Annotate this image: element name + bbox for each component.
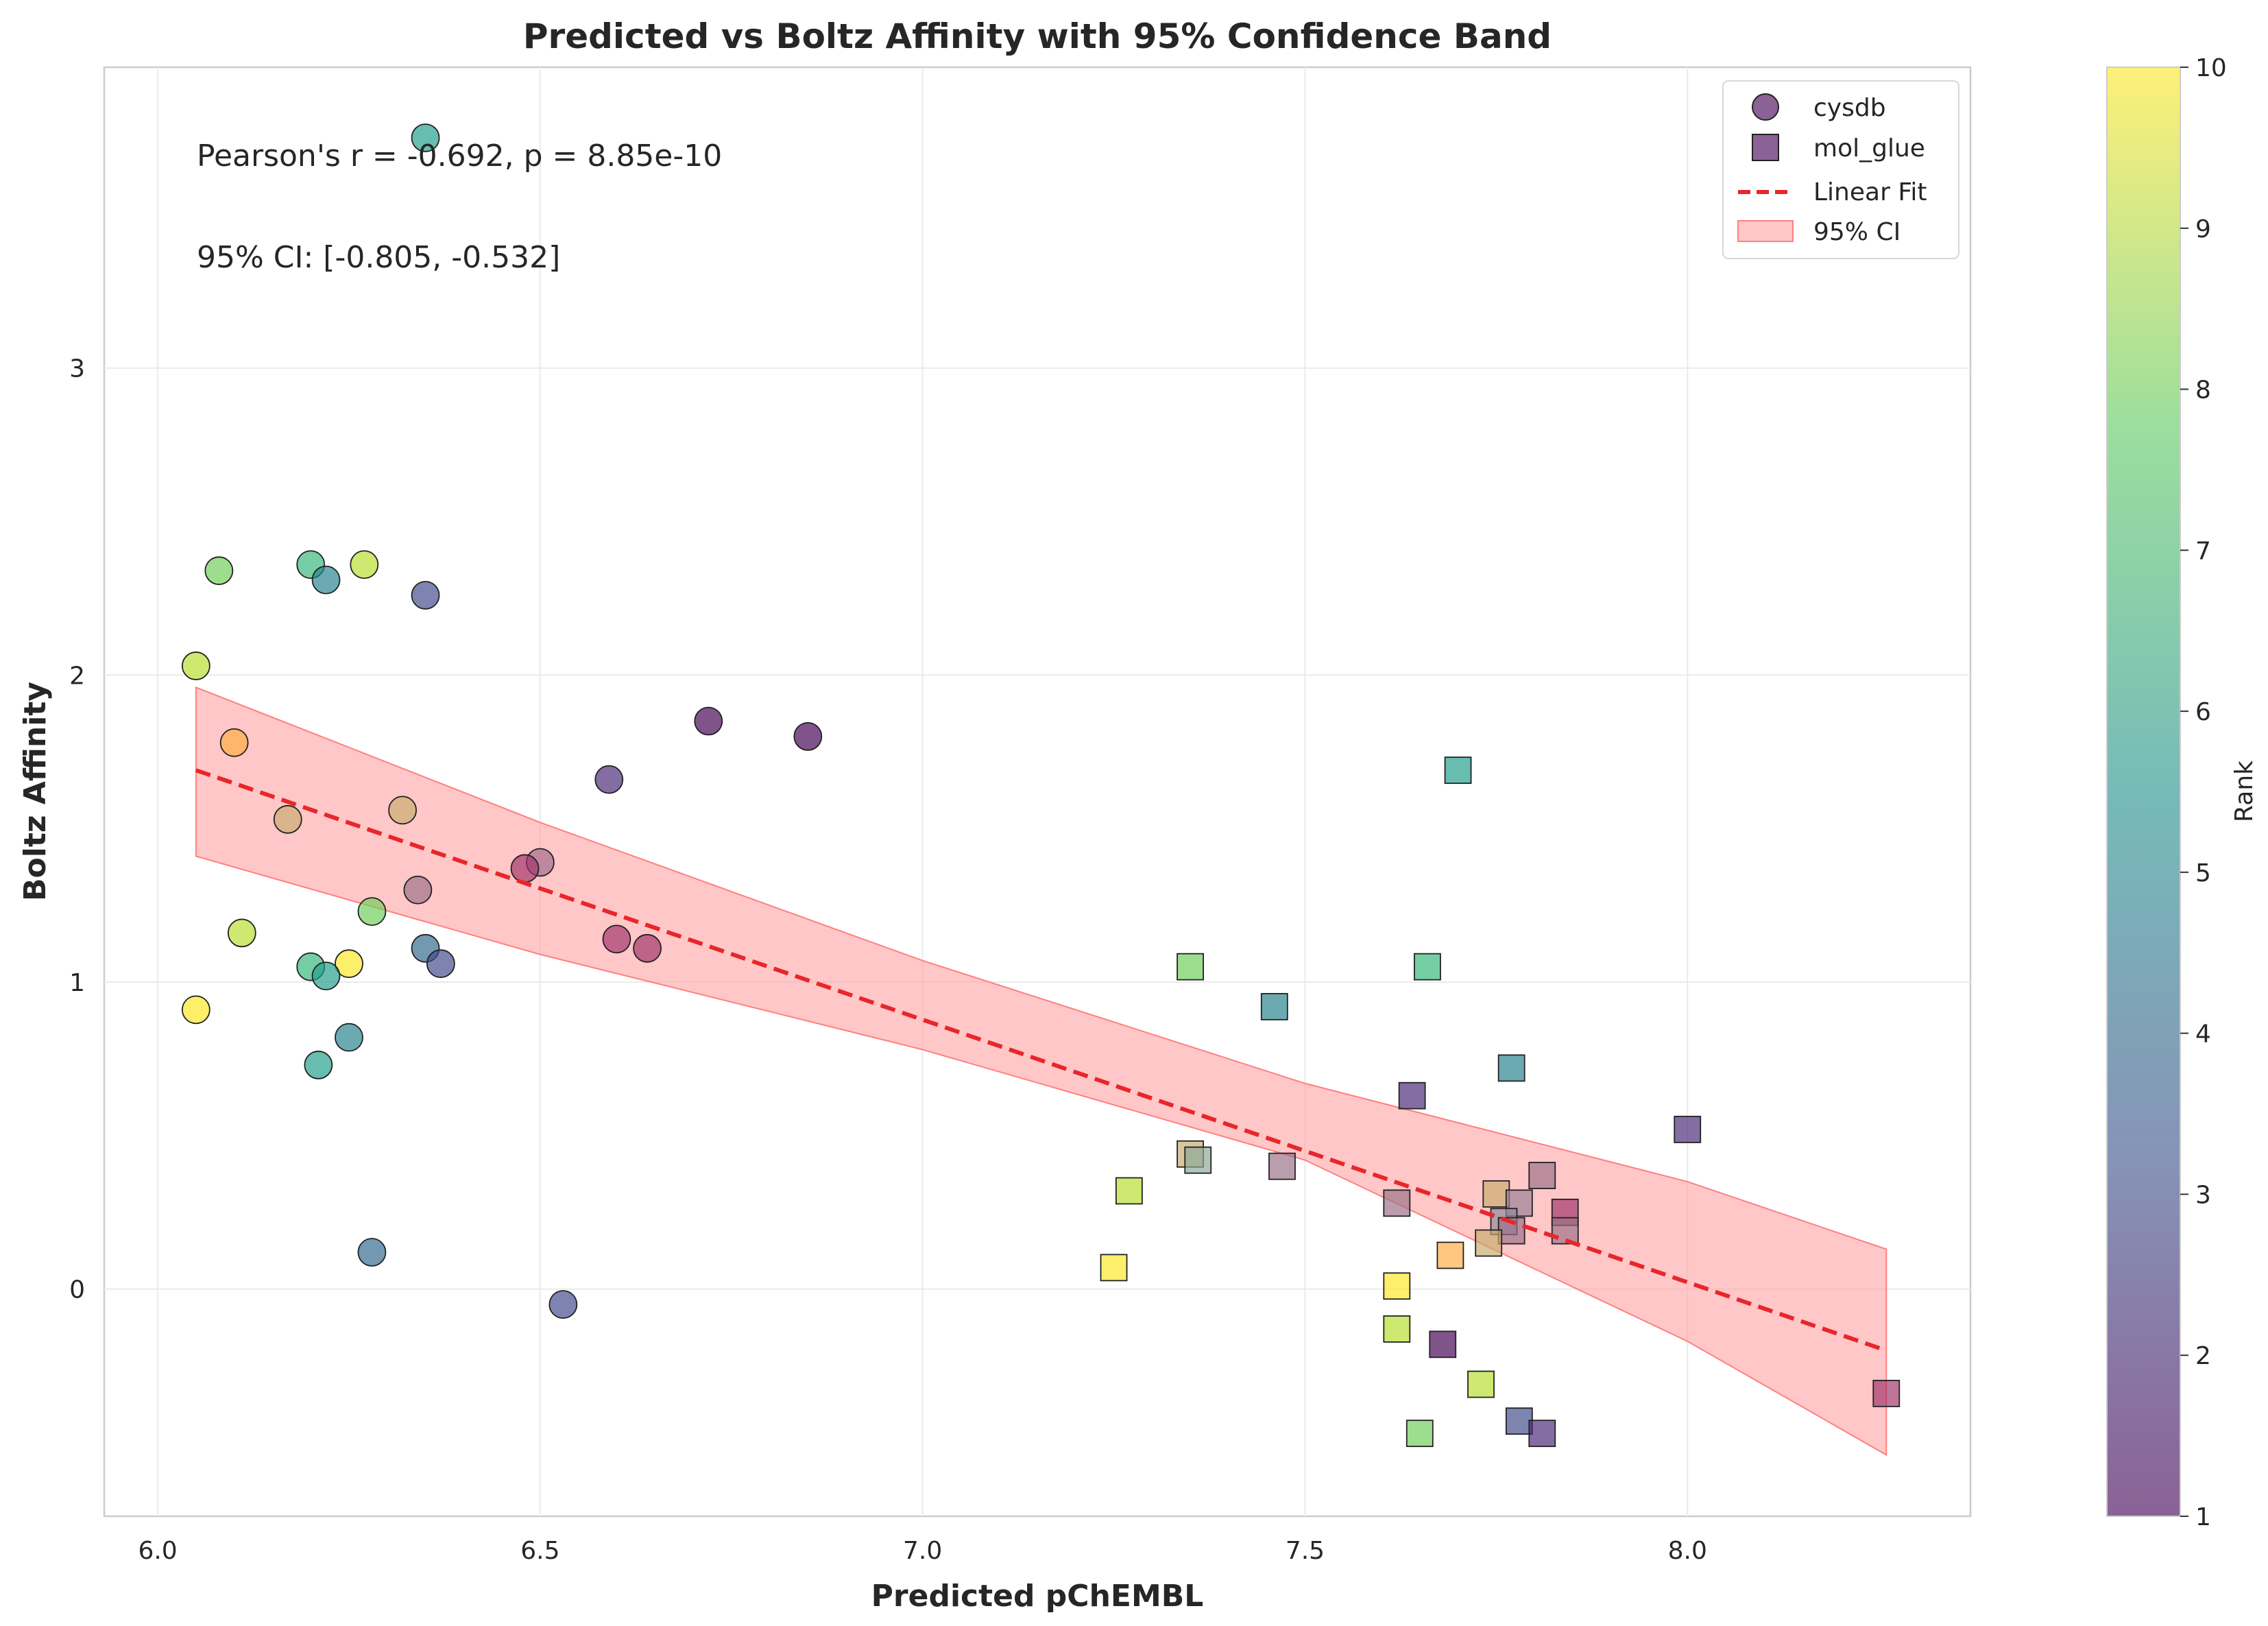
- mol-glue-point: [1268, 1152, 1296, 1180]
- legend-label-ci: 95% CI: [1813, 218, 1901, 246]
- mol-glue-point: [1551, 1217, 1579, 1245]
- cysdb-point: [548, 1290, 578, 1319]
- cysdb-point: [357, 897, 387, 926]
- colorbar-tick-label: 5: [2195, 859, 2211, 887]
- x-tick-label: 6.5: [520, 1537, 559, 1565]
- cysdb-point: [335, 949, 363, 979]
- axes: 6.0 6.5 7.0 7.5 8.0 0 1 2 3: [69, 355, 1707, 1565]
- cysdb-point: [602, 924, 631, 954]
- legend-label-linear-fit: Linear Fit: [1813, 178, 1927, 206]
- cysdb-point: [793, 722, 823, 751]
- cysdb-point: [304, 1051, 333, 1079]
- chart-title: Predicted vs Boltz Affinity with 95% Con…: [523, 16, 1552, 56]
- colorbar-tick-label: 10: [2195, 54, 2227, 82]
- cysdb-point: [594, 765, 624, 794]
- colorbar-tick-label: 6: [2195, 698, 2211, 726]
- mol-glue-point: [1383, 1189, 1411, 1217]
- confidence-band: [195, 686, 1887, 1457]
- mol-glue-point: [1184, 1146, 1212, 1174]
- colorbar-ticks: 1 2 3 4 5 6 7 8 9 10: [2180, 54, 2227, 1531]
- cysdb-point: [694, 706, 723, 736]
- ci-band: [195, 686, 1887, 1457]
- y-axis-label: Boltz Affinity: [18, 682, 53, 901]
- cysdb-point: [227, 918, 256, 948]
- mol-glue-point: [1429, 1330, 1457, 1359]
- colorbar-tick-label: 1: [2195, 1503, 2211, 1531]
- cysdb-point: [357, 1238, 387, 1267]
- cysdb-point: [633, 933, 662, 963]
- cysdb-point: [411, 123, 440, 152]
- colorbar-tick-label: 7: [2195, 537, 2211, 565]
- cysdb-point: [411, 581, 440, 610]
- y-tick-label: 3: [69, 355, 85, 383]
- legend-label-cysdb: cysdb: [1813, 94, 1886, 122]
- mol-glue-point: [1398, 1081, 1426, 1110]
- data-points: [181, 123, 1901, 1448]
- colorbar-gradient: [2106, 67, 2181, 1517]
- cysdb-point: [311, 961, 341, 991]
- mol-glue-point: [1115, 1177, 1143, 1205]
- mol-glue-point: [1100, 1254, 1128, 1282]
- mol-glue-point: [1482, 1180, 1510, 1208]
- mol-glue-point: [1383, 1272, 1411, 1300]
- mol-glue-point: [1674, 1116, 1702, 1143]
- mol-glue-point: [1467, 1370, 1495, 1398]
- mol-glue-point: [1528, 1420, 1556, 1448]
- colorbar-tick-label: 9: [2195, 215, 2211, 243]
- legend: cysdb mol_glue Linear Fit 95% CI: [1722, 80, 1959, 259]
- mol-glue-point: [1497, 1054, 1525, 1082]
- legend-marker-ci: [1737, 220, 1794, 242]
- mol-glue-point: [1260, 992, 1288, 1020]
- x-tick-label: 7.5: [1286, 1537, 1325, 1565]
- cysdb-point: [510, 854, 540, 883]
- cysdb-point: [350, 550, 379, 579]
- cysdb-point: [204, 556, 234, 586]
- colorbar-label: Rank: [2230, 761, 2258, 822]
- mol-glue-point: [1177, 953, 1205, 981]
- mol-glue-point: [1528, 1162, 1556, 1189]
- cysdb-point: [426, 949, 455, 979]
- mol-glue-point: [1406, 1420, 1434, 1448]
- mol-glue-point: [1444, 756, 1472, 785]
- fit-line: [195, 768, 1887, 1353]
- x-tick-label: 7.0: [903, 1537, 942, 1565]
- legend-label-mol-glue: mol_glue: [1813, 134, 1925, 163]
- colorbar: 1 2 3 4 5 6 7 8 9 10 Rank: [2106, 54, 2258, 1531]
- fit-line-layer: [195, 768, 1887, 1353]
- y-tick-label: 0: [69, 1276, 85, 1304]
- legend-marker-mol-glue: [1752, 134, 1779, 161]
- x-tick-label: 6.0: [138, 1537, 177, 1565]
- cysdb-point: [388, 796, 417, 825]
- colorbar-tick-label: 2: [2195, 1342, 2211, 1370]
- cysdb-point: [181, 995, 210, 1025]
- x-axis-label: Predicted pChEMBL: [871, 1579, 1204, 1614]
- x-tick-label: 8.0: [1668, 1537, 1707, 1565]
- legend-marker-cysdb: [1752, 93, 1779, 121]
- annotation-ci: 95% CI: [-0.805, -0.532]: [197, 240, 560, 275]
- annotation-pearson: Pearson's r = -0.692, p = 8.85e-10: [197, 139, 722, 174]
- colorbar-tick-label: 8: [2195, 376, 2211, 405]
- y-tick-label: 2: [69, 662, 85, 690]
- mol-glue-point: [1414, 953, 1441, 981]
- mol-glue-point: [1475, 1229, 1503, 1257]
- legend-box: [1722, 80, 1959, 259]
- cysdb-point: [273, 804, 302, 834]
- cysdb-point: [181, 651, 210, 680]
- cysdb-point: [403, 875, 433, 905]
- cysdb-point: [311, 565, 341, 595]
- y-tick-label: 1: [69, 969, 85, 997]
- colorbar-tick-label: 3: [2195, 1181, 2211, 1209]
- mol-glue-point: [1505, 1407, 1533, 1435]
- mol-glue-point: [1383, 1315, 1411, 1343]
- cysdb-point: [335, 1023, 363, 1052]
- mol-glue-point: [1436, 1241, 1464, 1269]
- colorbar-tick-label: 4: [2195, 1020, 2211, 1049]
- mol-glue-point: [1872, 1380, 1901, 1407]
- cysdb-point: [219, 728, 249, 757]
